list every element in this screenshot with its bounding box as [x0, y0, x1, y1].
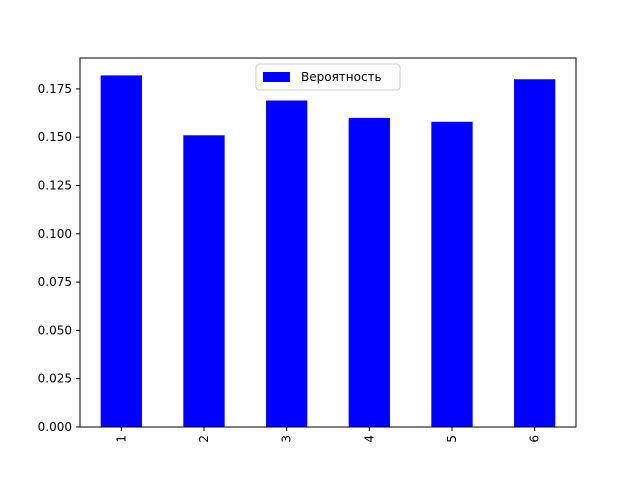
- bar-4: [348, 117, 390, 427]
- y-tick-label: 0.175: [38, 82, 72, 96]
- legend-label: Вероятность: [301, 70, 382, 84]
- x-tick-label: 4: [362, 435, 376, 443]
- x-tick-label: 3: [280, 435, 294, 443]
- plot-area-frame: [79, 57, 577, 428]
- legend-swatch: [263, 72, 290, 82]
- bar-5: [431, 121, 473, 427]
- y-tick-label: 0.025: [38, 372, 72, 386]
- y-tick-label: 0.050: [38, 323, 72, 337]
- x-tick-label: 5: [445, 435, 459, 443]
- bars-layer: [100, 75, 556, 427]
- y-tick-label: 0.150: [38, 130, 72, 144]
- x-tick-label: 1: [114, 435, 128, 443]
- y-tick-label: 0.075: [38, 275, 72, 289]
- x-tick-label: 6: [528, 435, 542, 443]
- bar-2: [183, 135, 225, 427]
- x-axis: 1 2 3 4 5 6: [114, 427, 542, 443]
- legend: Вероятность: [255, 63, 401, 91]
- y-tick-label: 0.100: [38, 227, 72, 241]
- y-tick-label: 0.000: [38, 420, 72, 434]
- y-axis: 0.000 0.025 0.050 0.075 0.100 0.125 0.150 0.175: [38, 82, 80, 434]
- legend-box: [255, 63, 401, 91]
- x-tick-label: 2: [197, 435, 211, 443]
- bar-6: [514, 79, 556, 427]
- y-tick-label: 0.125: [38, 179, 72, 193]
- bar-3: [266, 100, 308, 427]
- bar-1: [100, 75, 142, 427]
